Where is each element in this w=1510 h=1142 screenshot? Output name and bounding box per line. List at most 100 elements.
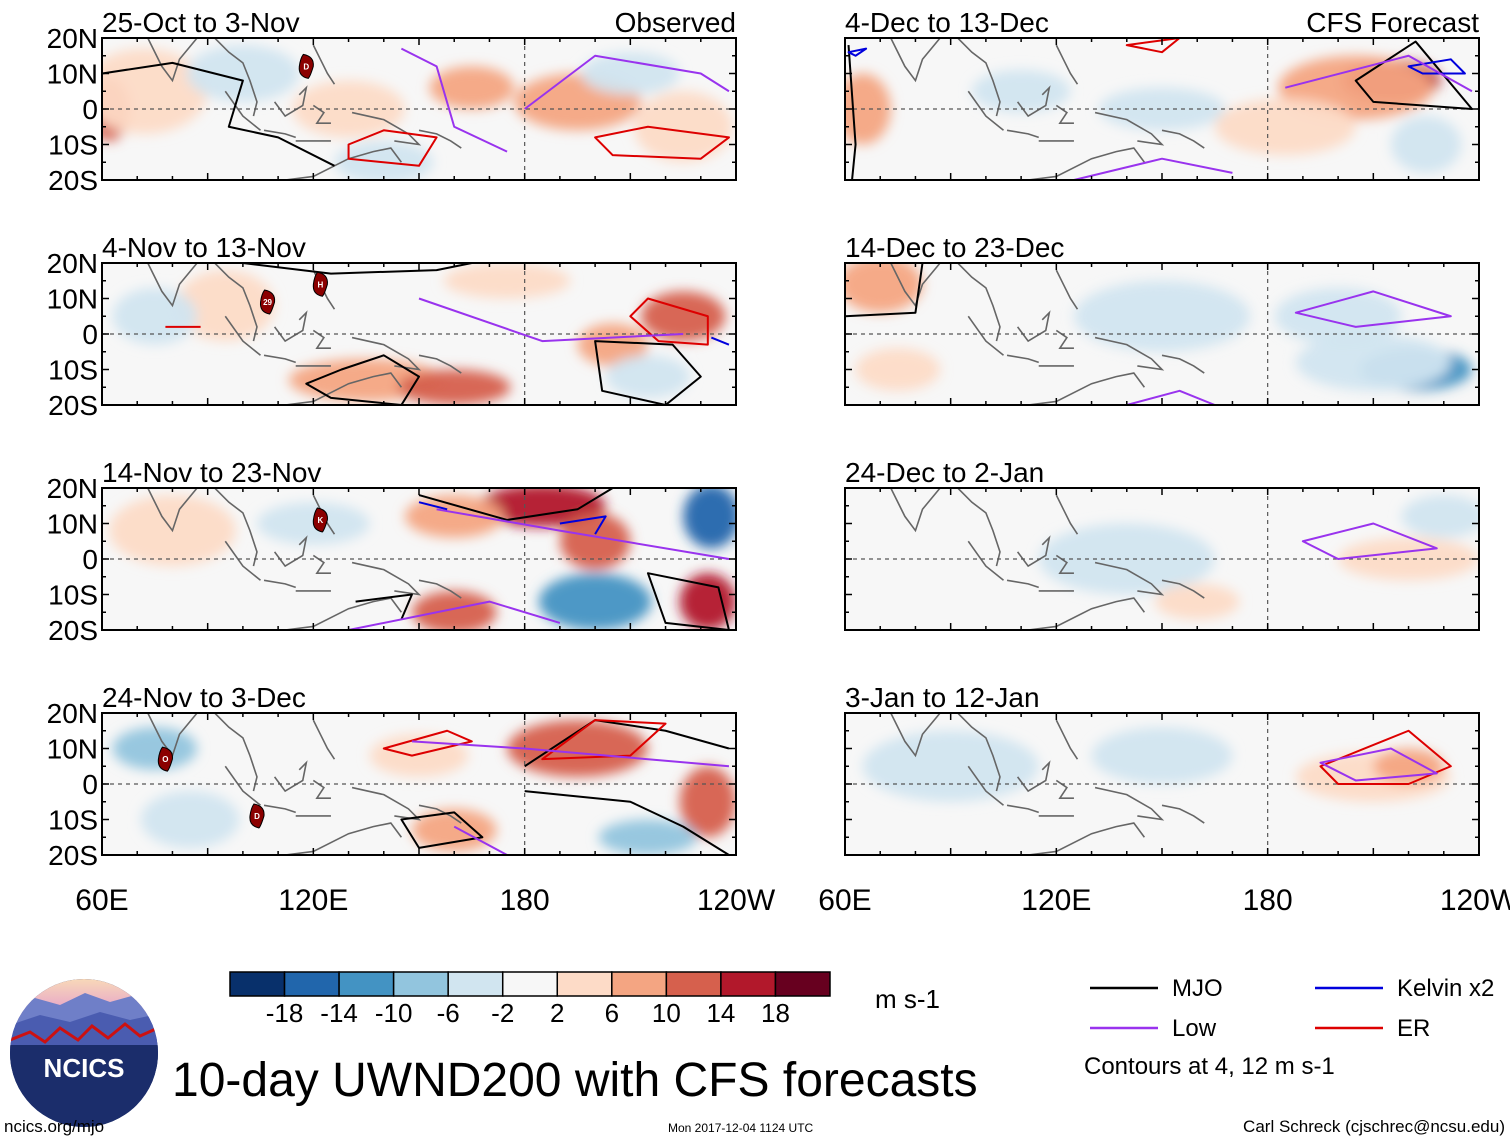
coastline xyxy=(273,85,308,118)
coastline xyxy=(285,597,403,630)
coastline xyxy=(263,579,296,589)
anomaly-blob xyxy=(112,287,198,345)
coastline xyxy=(1006,354,1039,364)
coastline xyxy=(214,263,258,342)
colorbar-swatch xyxy=(611,971,668,997)
contour-mjo xyxy=(305,354,420,405)
anomaly-blob xyxy=(429,66,515,109)
colorbar-swatch xyxy=(283,971,340,997)
panel-title: 4-Nov to 13-Nov xyxy=(102,232,306,263)
colorbar-label: 14 xyxy=(706,998,735,1028)
anomaly-blob xyxy=(855,348,941,391)
storm-marker: D xyxy=(249,803,265,829)
contour-low xyxy=(436,508,730,560)
colorbar-swatch xyxy=(665,971,722,997)
y-tick-label: 10S xyxy=(48,805,98,836)
coastline xyxy=(1161,579,1205,599)
contour-mjo xyxy=(355,593,413,620)
storm-marker: D xyxy=(298,53,314,79)
anomaly-blob xyxy=(1274,287,1402,345)
storm-label: O xyxy=(162,755,168,764)
panel-title: 14-Nov to 23-Nov xyxy=(102,457,321,488)
coastline xyxy=(1016,760,1051,793)
coastline xyxy=(967,765,1005,806)
coastline xyxy=(273,535,308,568)
contour-low xyxy=(1301,522,1438,560)
y-tick-label: 10N xyxy=(47,284,98,315)
coastline xyxy=(1161,354,1205,374)
x-tick-label: 180 xyxy=(500,884,550,917)
panel-5: 14-Dec to 23-Dec xyxy=(844,232,1480,406)
coastline xyxy=(351,561,422,596)
anomaly-blob xyxy=(559,512,631,570)
anomaly-blob xyxy=(679,766,736,838)
y-tick-label: 20N xyxy=(47,473,98,504)
coastline xyxy=(1016,535,1051,568)
coastline xyxy=(1055,44,1079,85)
y-tick-label: 20S xyxy=(48,165,98,196)
anomaly-blob xyxy=(683,488,736,549)
contour-mjo xyxy=(418,488,614,521)
contour-low xyxy=(348,600,561,630)
legend-label: Kelvin x2 xyxy=(1397,975,1494,1002)
anomaly-blob xyxy=(1073,280,1251,352)
coastline xyxy=(957,713,1001,792)
panel-title: 24-Nov to 3-Dec xyxy=(102,682,306,713)
coastline xyxy=(1028,372,1146,405)
footer-timestamp: Mon 2017-12-04 1124 UTC xyxy=(668,1121,814,1135)
colorbar-swatch xyxy=(392,971,449,997)
coastline xyxy=(285,372,403,405)
contour-low xyxy=(400,47,508,153)
contour-mjo xyxy=(400,811,484,849)
coastline xyxy=(224,765,262,806)
y-tick-label: 20S xyxy=(48,840,98,871)
coastline xyxy=(273,310,308,343)
contour-mjo xyxy=(646,572,730,630)
coastlines xyxy=(147,488,462,630)
footer-url[interactable]: ncics.org/mjo xyxy=(4,1117,104,1136)
contour-mjo xyxy=(1354,40,1473,110)
figure-title: 10-day UWND200 with CFS forecasts xyxy=(172,1054,978,1107)
coastlines xyxy=(890,38,1205,180)
x-tick-label: 120W xyxy=(697,884,776,917)
panel-6: 24-Dec to 2-Jan xyxy=(844,457,1480,631)
contour-low xyxy=(524,54,730,110)
anomaly-blob xyxy=(1091,727,1233,784)
contour-er xyxy=(541,719,667,761)
anomaly-blob xyxy=(598,819,698,855)
coastline xyxy=(1016,310,1051,343)
storm-label: H xyxy=(317,280,323,289)
anomaly-blob xyxy=(369,734,469,777)
anomaly-blob xyxy=(443,263,571,299)
storm-marker: 29 xyxy=(259,289,276,315)
coastline xyxy=(1006,804,1039,814)
panel-0: D 20N 10N 0 10S 20S 25-Oct to 3-Nov Observed xyxy=(47,7,737,196)
panel-title: 24-Dec to 2-Jan xyxy=(845,457,1044,488)
coastline xyxy=(214,488,258,567)
storm-label: 29 xyxy=(263,298,272,307)
coastline xyxy=(890,713,941,758)
colorbar-swatch xyxy=(229,971,286,997)
logo-text: NCICS xyxy=(44,1053,125,1083)
coastline xyxy=(1006,579,1039,589)
coastline xyxy=(285,147,403,180)
anomaly-blob xyxy=(538,573,652,630)
coastline xyxy=(957,488,1001,567)
anomaly-blob xyxy=(292,80,405,138)
colorbar-label: 2 xyxy=(550,998,564,1028)
anomaly-blob xyxy=(1390,116,1462,173)
anomaly-blob xyxy=(605,355,691,398)
coastline xyxy=(1055,269,1079,310)
y-tick-label: 20N xyxy=(47,23,98,54)
panel-title: 25-Oct to 3-Nov xyxy=(102,7,300,38)
coastline xyxy=(1028,822,1146,855)
anomaly-blob xyxy=(397,369,511,405)
contour-er xyxy=(1319,729,1452,785)
contour-low xyxy=(418,297,684,343)
coastline xyxy=(263,129,296,139)
coastline xyxy=(273,760,308,793)
x-tick-label: 60E xyxy=(75,884,128,917)
coastlines xyxy=(890,488,1205,630)
anomaly-blob xyxy=(633,91,733,163)
y-tick-label: 20N xyxy=(47,698,98,729)
